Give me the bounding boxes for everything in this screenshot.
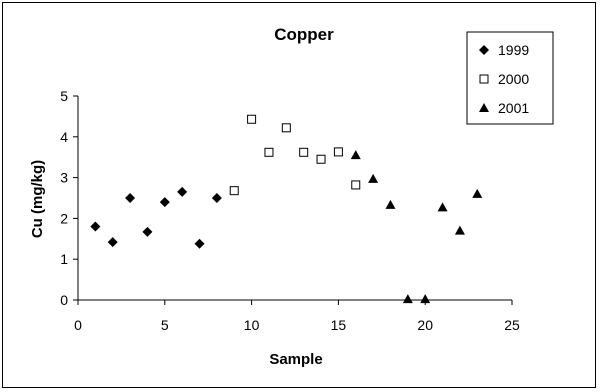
legend-label-2001: 2001 [498,100,529,116]
data-point-2001 [420,294,431,304]
data-point-2001 [385,199,396,209]
data-point-2000 [333,147,343,157]
data-point-2001 [454,225,465,235]
x-tick-label: 15 [331,317,347,333]
data-point-1999 [125,193,136,203]
y-tick-label: 1 [60,251,68,267]
x-tick-label: 10 [244,317,260,333]
data-point-1999 [159,197,170,208]
legend-label-1999: 1999 [498,42,529,58]
x-tick-label: 0 [74,317,82,333]
y-tick-label: 3 [60,170,68,186]
legend-label-2000: 2000 [498,71,529,87]
data-point-2001 [368,173,379,183]
legend: 1999 2000 2001 [466,31,554,125]
x-tick-label: 5 [161,317,169,333]
legend-marker-2000 [479,74,489,84]
data-points [90,114,483,304]
x-tick-label: 20 [417,317,433,333]
y-tick-label: 2 [60,210,68,226]
data-point-1999 [177,186,188,197]
y-tick-label: 5 [60,88,68,104]
legend-marker-1999 [479,45,489,55]
data-point-1999 [90,221,101,232]
data-point-1999 [107,237,118,248]
chart-title: Copper [274,25,334,44]
x-ticks: 0 5 10 15 20 25 [74,300,520,333]
y-tick-label: 0 [60,292,68,308]
data-point-2000 [281,123,291,133]
axes [77,96,512,301]
data-point-2000 [264,147,274,157]
y-ticks: 0 1 2 3 4 5 [60,88,78,308]
data-point-2000 [229,186,239,196]
x-axis-title: Sample [269,351,322,368]
data-point-1999 [211,193,222,203]
y-tick-label: 4 [60,129,68,145]
y-axis-title: Cu (mg/kg) [29,160,46,238]
data-point-2001 [350,150,361,160]
data-point-2001 [437,202,448,212]
data-point-2000 [316,154,326,164]
data-point-2000 [299,147,309,157]
data-point-1999 [194,238,205,249]
x-tick-label: 25 [504,317,520,333]
data-point-1999 [142,226,153,237]
data-point-2000 [247,114,257,124]
data-point-2000 [351,180,361,190]
data-point-2001 [472,188,483,198]
legend-marker-2001 [479,103,489,112]
data-point-2001 [402,294,413,304]
